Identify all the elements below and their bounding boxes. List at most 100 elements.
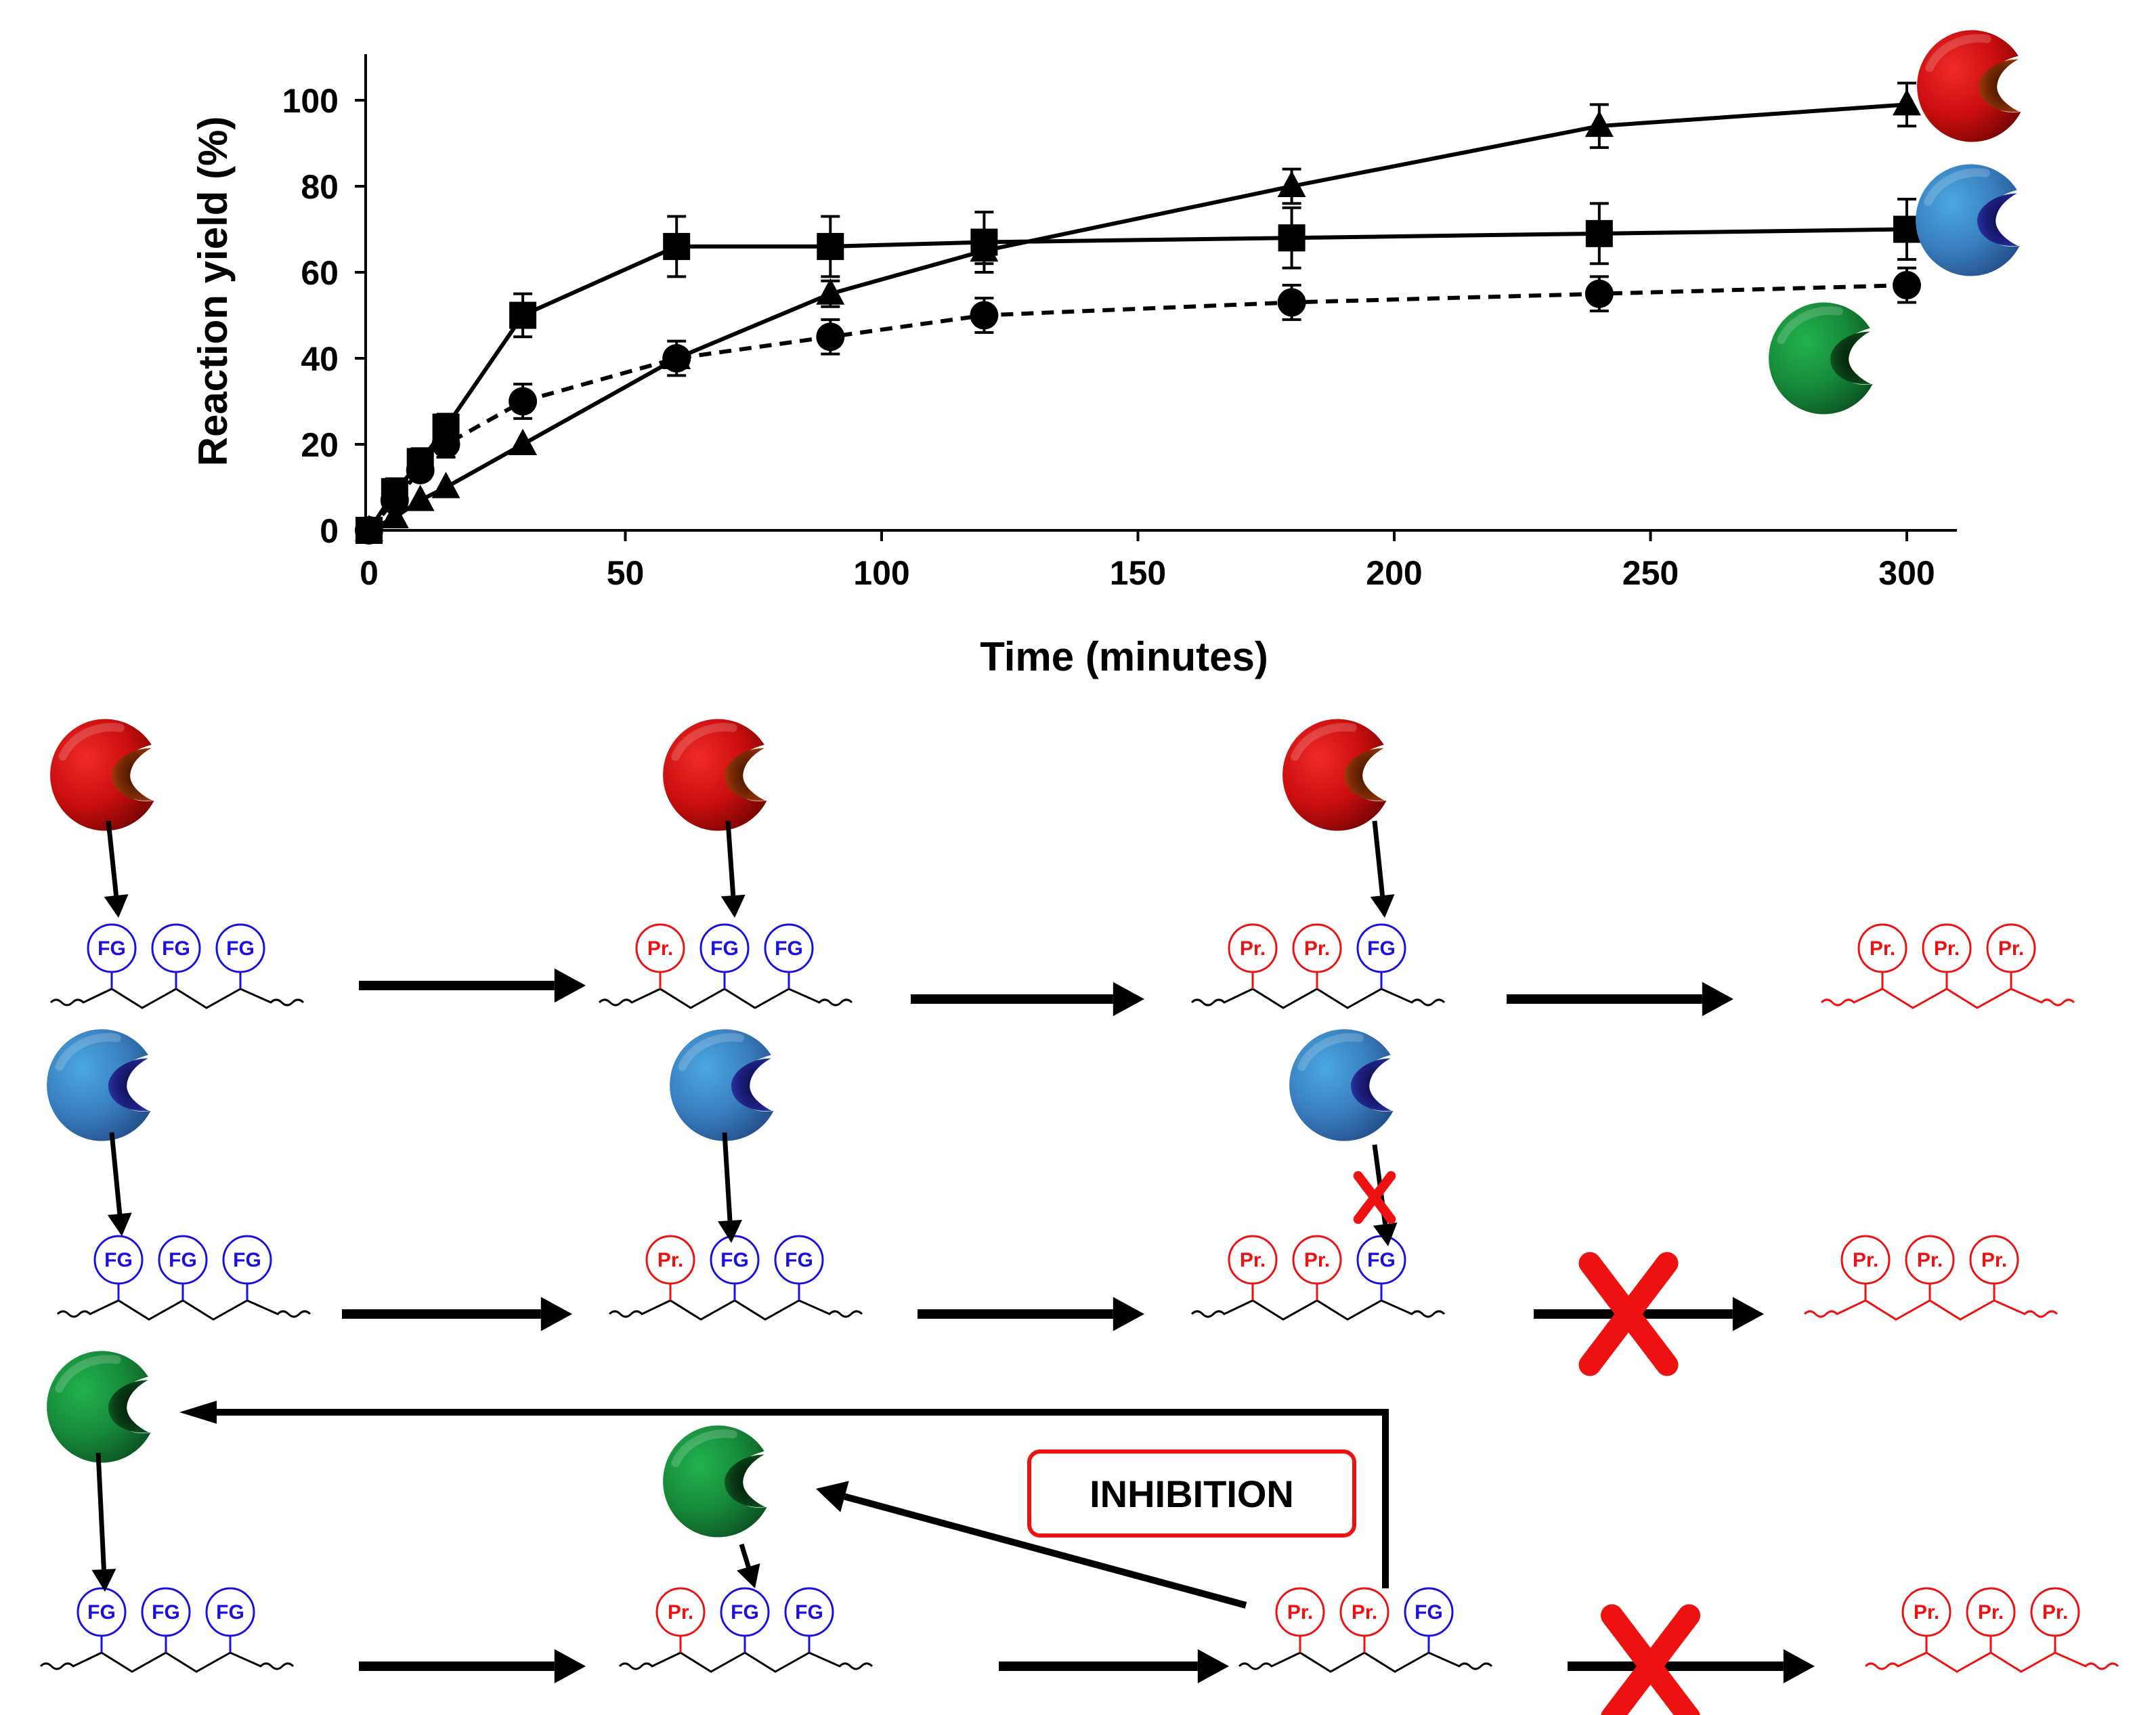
enzyme-blue-icon [670, 1029, 774, 1141]
arrow [359, 1649, 586, 1684]
fg-label: FG [98, 937, 126, 960]
block-x-icon [1601, 1604, 1700, 1715]
x-axis-ticks: 0 50 100 150 200 250 300 [360, 530, 1935, 592]
data-point [816, 278, 845, 305]
data-point [1893, 271, 1921, 300]
enzyme-red-icon [50, 719, 154, 831]
enzyme-red-icon [1282, 719, 1387, 831]
backbone [1190, 1299, 1446, 1321]
enzyme-red-icon [1917, 30, 2021, 142]
arrow [918, 1296, 1144, 1332]
product-group [1840, 1235, 1891, 1285]
arrow [107, 1132, 132, 1236]
product-group [1986, 923, 2036, 973]
polymer-substrate: Pr. Pr. Pr. [1820, 923, 2075, 1009]
product-label: Pr. [1870, 937, 1895, 960]
y-tick-label: 40 [301, 340, 339, 378]
polymer-substrate: Pr. FG FG [618, 1587, 874, 1673]
chart-series [355, 81, 1921, 545]
product-label: Pr. [1240, 1249, 1266, 1271]
backbone [1803, 1299, 2058, 1321]
functional-group [77, 1587, 127, 1637]
product-group [1292, 1235, 1342, 1285]
product-group [655, 1587, 706, 1637]
enzyme-blue-icon [1289, 1029, 1394, 1141]
product-group [1901, 1587, 1952, 1637]
inhibition-label: INHIBITION [1090, 1473, 1294, 1515]
scheme-row-blue: FG FG FG Pr. FG FG Pr. Pr. FG Pr. Pr. Pr. [47, 1029, 2058, 1376]
product-label: Pr. [1998, 937, 2024, 960]
polymer-substrate: Pr. FG FG [608, 1235, 863, 1321]
polymer-substrate: Pr. Pr. Pr. [1864, 1587, 2119, 1673]
x-tick-label: 0 [360, 554, 379, 592]
series-line-circle [367, 283, 1907, 532]
backbone [39, 1651, 295, 1673]
x-tick-label: 100 [853, 554, 909, 592]
product-label: Pr. [1917, 1249, 1943, 1271]
functional-group [151, 923, 201, 973]
fg-label: FG [216, 1601, 244, 1624]
functional-group [93, 1235, 144, 1285]
enzyme-green-icon [47, 1351, 151, 1463]
y-tick-label: 80 [301, 168, 339, 206]
data-point [509, 387, 538, 416]
backbone [618, 1651, 874, 1673]
series-circle [355, 266, 1921, 545]
x-tick-label: 50 [607, 554, 645, 592]
data-point [1277, 171, 1306, 197]
functional-group [720, 1587, 770, 1637]
series-triangle [355, 81, 1921, 541]
polymer-substrate: Pr. Pr. Pr. [1803, 1235, 2058, 1321]
feedback-line [217, 1409, 1389, 1588]
fg-label: FG [1415, 1601, 1443, 1624]
enzyme-blue-icon [1916, 164, 2020, 276]
backbone [608, 1299, 863, 1321]
arrow [1370, 820, 1395, 918]
data-point [406, 456, 435, 485]
data-point [380, 486, 409, 515]
arrow [737, 1543, 760, 1588]
product-label: Pr. [1934, 937, 1960, 960]
functional-group [205, 1587, 255, 1637]
product-group [1339, 1587, 1389, 1637]
backbone [598, 988, 853, 1009]
reaction-scheme: FG FG FG Pr. FG FG Pr. Pr. FG Pr. Pr. Pr.FG FG FG Pr. F… [39, 719, 2119, 1715]
enzyme-green-icon [1769, 302, 1873, 415]
arrow [104, 820, 129, 918]
polymer-substrate: Pr. Pr. FG [1190, 923, 1446, 1009]
data-point [663, 232, 691, 260]
series-square [355, 198, 1920, 544]
scheme-row-red: FG FG FG Pr. FG FG Pr. Pr. FG Pr. Pr. Pr. [49, 719, 2075, 1017]
product-group [1922, 923, 1972, 973]
product-group [635, 923, 685, 973]
x-tick-label: 200 [1366, 554, 1422, 592]
y-axis-ticks: 0 20 40 60 80 100 [282, 82, 366, 550]
chart-axes [364, 54, 1957, 532]
arrow [1507, 981, 1733, 1017]
product-label: Pr. [1287, 1601, 1313, 1624]
arrow [359, 968, 586, 1003]
fg-label: FG [87, 1601, 116, 1624]
arrow [816, 1481, 1247, 1609]
functional-group [699, 923, 750, 973]
data-point [1584, 279, 1614, 308]
fg-label: FG [233, 1249, 261, 1271]
data-point [662, 344, 691, 373]
x-axis-label: Time (minutes) [980, 634, 1268, 679]
polymer-substrate: Pr. FG FG [598, 923, 853, 1009]
fg-label: FG [731, 1601, 759, 1624]
y-tick-label: 20 [301, 426, 339, 464]
product-group [1857, 923, 1907, 973]
series-line-triangle [368, 102, 1907, 532]
product-group [1292, 923, 1342, 973]
product-label: Pr. [647, 937, 673, 960]
scheme-row-green: FG FG FG Pr. FG FG Pr. Pr. FG Pr. Pr. Pr. [39, 1351, 2119, 1715]
arrow [342, 1296, 572, 1332]
x-tick-label: 300 [1878, 554, 1935, 592]
feedback-arrowhead [179, 1401, 217, 1424]
arrow [1568, 1649, 1815, 1684]
functional-group [215, 923, 265, 973]
functional-group [784, 1587, 834, 1637]
legend-enzymes [1769, 30, 2021, 415]
